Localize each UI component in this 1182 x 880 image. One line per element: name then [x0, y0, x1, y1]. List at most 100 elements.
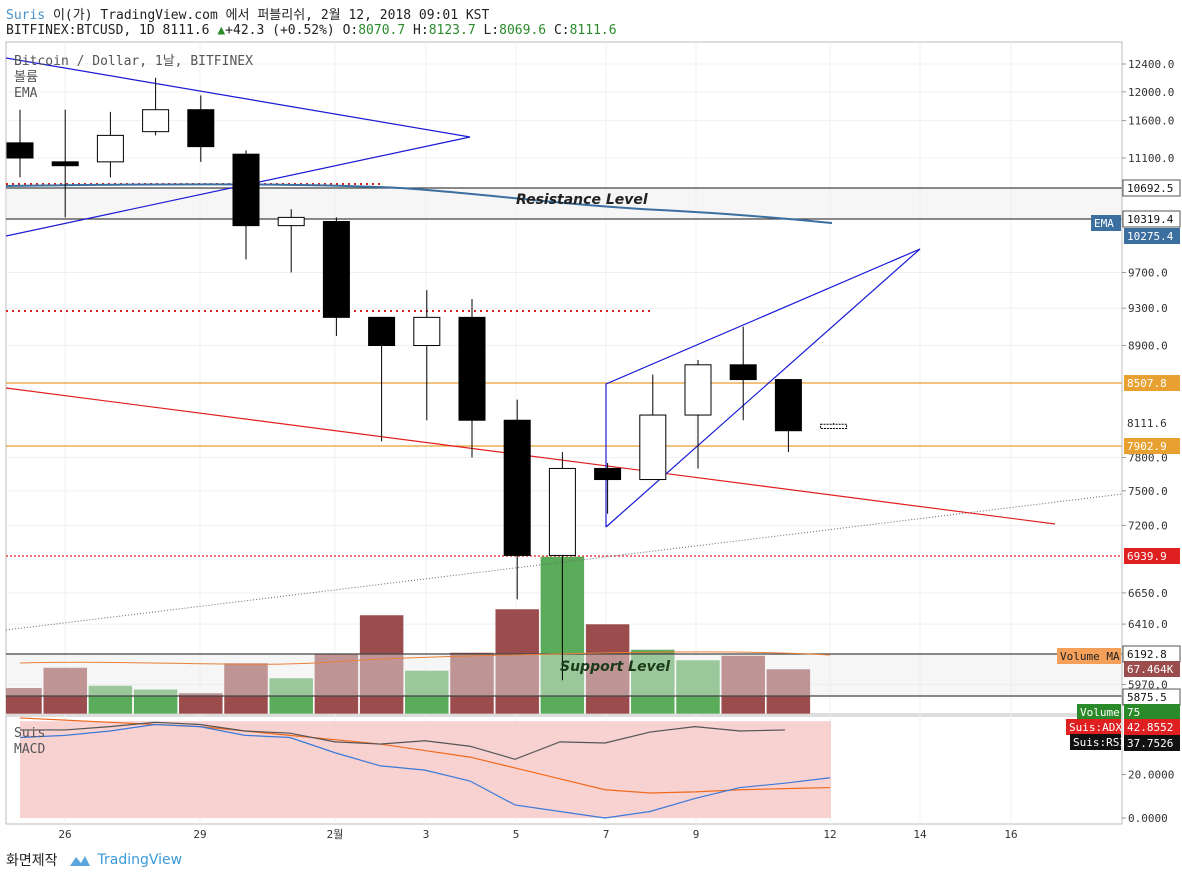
candle-body: [142, 109, 170, 133]
badge-6192-bg: [1124, 646, 1180, 662]
badge-ema-tag-bg: [1091, 215, 1121, 231]
x-tick-label: 16: [1004, 828, 1017, 841]
volume-bar: [133, 689, 178, 714]
overlays: [6, 57, 1122, 697]
candles: [6, 77, 848, 681]
badge-10692: 10692.5: [1127, 182, 1173, 195]
badge-6192: 6192.8: [1127, 648, 1167, 661]
badge-7902: 7902.9: [1127, 440, 1167, 453]
support-label: Support Level: [560, 659, 670, 675]
chart-title[interactable]: Bitcoin / Dollar, 1날, BITFINEX: [14, 54, 253, 69]
price-tick-label: 7800.0: [1128, 451, 1168, 464]
candle-body: [639, 414, 667, 481]
sub-tick-label: 0.0000: [1128, 812, 1168, 825]
x-tick-label: 12: [823, 828, 836, 841]
price-tick-label: 12000.0: [1128, 86, 1174, 99]
volume-bar: [178, 692, 224, 714]
candle-body: [820, 423, 848, 430]
badge-adx-tag: Suis:ADX: [1069, 721, 1122, 734]
badge-adx-tag-bg: [1066, 719, 1121, 735]
price-tick-label: 6650.0: [1128, 587, 1168, 600]
x-tick-label: 9: [693, 828, 700, 841]
volume-bar: [359, 614, 404, 714]
open-value: 8070.7: [358, 23, 406, 38]
badge-volma-tag: Volume MA: [1060, 650, 1120, 663]
macd-legend[interactable]: MACD: [14, 742, 46, 757]
badge-8111: 8111.6: [1127, 417, 1167, 430]
badge-volume-number: 75: [1127, 706, 1140, 719]
close-value: 8111.6: [569, 23, 617, 38]
author-name[interactable]: Suris: [6, 8, 46, 23]
badge-rsi-tag-bg: [1070, 734, 1121, 750]
last-price: 8111.6: [162, 23, 210, 38]
badge-10319-frame: [1122, 210, 1181, 228]
badge-6939-bg: [1124, 548, 1180, 564]
x-tick-label: 5: [513, 828, 520, 841]
published-text: 이(가) TradingView.com 에서 퍼블리쉬, 2월 12, 201…: [52, 8, 490, 23]
badge-volume-tag: Volume: [1080, 706, 1120, 719]
badge-adx-value-bg: [1124, 719, 1180, 735]
candle-body: [232, 153, 260, 227]
symbol-label: BITFINEX:BTCUSD, 1D: [6, 23, 155, 38]
badge-volume-tag-bg: [1077, 704, 1121, 720]
footer-caption: 화면제작: [6, 853, 58, 869]
candle-body: [96, 134, 124, 163]
badge-volume-number-bg: [1124, 704, 1180, 720]
support-zone: [6, 654, 1122, 696]
chart-legend: Bitcoin / Dollar, 1날, BITFINEX 볼륨 EMA: [14, 54, 253, 102]
x-tick-label: 29: [193, 828, 206, 841]
price-tick-label: 11100.0: [1128, 152, 1174, 165]
badge-10275: 10275.4: [1127, 230, 1174, 243]
sub-legend: Suis MACD: [14, 726, 45, 758]
price-tick-label: 5970.0: [1128, 678, 1168, 691]
change-value: +42.3 (+0.52%): [225, 23, 335, 38]
volume-bar: [88, 685, 133, 714]
high-value: 8123.7: [428, 23, 476, 38]
tradingview-logo[interactable]: TradingView: [68, 852, 183, 868]
close-label: C:: [553, 23, 570, 38]
header-line-2: BITFINEX:BTCUSD, 1D 8111.6 ▲+42.3 (+0.52…: [6, 23, 617, 38]
badge-volma-tag-bg: [1057, 648, 1121, 664]
x-tick-label: 2월: [327, 828, 344, 841]
volume-bar: [585, 623, 630, 714]
open-label: O:: [342, 23, 359, 38]
low-label: L:: [483, 23, 500, 38]
price-tick-label: 8900.0: [1128, 340, 1168, 353]
badge-10319-bg: [1124, 211, 1180, 227]
x-tick-label: 26: [58, 828, 71, 841]
suis-legend[interactable]: Suis: [14, 726, 46, 741]
candle-body: [729, 364, 757, 381]
low-value: 8069.6: [499, 23, 547, 38]
price-tick-label: 6410.0: [1128, 618, 1168, 631]
candle-body: [187, 109, 215, 148]
badge-rsi-value-bg: [1124, 735, 1180, 751]
cloud-icon: [69, 856, 90, 866]
footer: 화면제작 TradingView: [6, 850, 182, 870]
badge-rsi-tag: Suis:RSI: [1073, 736, 1126, 749]
badge-volume-value-bg: [1124, 661, 1180, 677]
candle-body: [322, 221, 350, 318]
candle-body: [51, 161, 79, 167]
price-tick-label: 9700.0: [1128, 266, 1168, 279]
x-tick-label: 14: [913, 828, 927, 841]
candle-body: [684, 364, 712, 416]
candle-body: [774, 379, 802, 432]
annotations: Resistance Level Support Level: [516, 192, 670, 675]
macd-pane: [19, 717, 831, 819]
volume-bar: [630, 649, 676, 714]
volume-legend[interactable]: 볼륨: [14, 70, 38, 85]
candle-body: [594, 467, 622, 481]
volume-bar: [223, 662, 269, 714]
badge-8507: 8507.8: [1127, 377, 1167, 390]
volume-bar: [314, 653, 359, 714]
badge-5875-bg: [1124, 689, 1180, 705]
badge-7902-bg: [1124, 438, 1180, 454]
price-tick-label: 11600.0: [1128, 115, 1174, 128]
candle-body: [548, 467, 576, 556]
volume-bar: [42, 667, 88, 714]
tradingview-brand: TradingView: [97, 852, 183, 868]
price-tick-label: 12400.0: [1128, 58, 1174, 71]
ema-legend[interactable]: EMA: [14, 86, 38, 101]
badge-8507-bg: [1124, 375, 1180, 391]
